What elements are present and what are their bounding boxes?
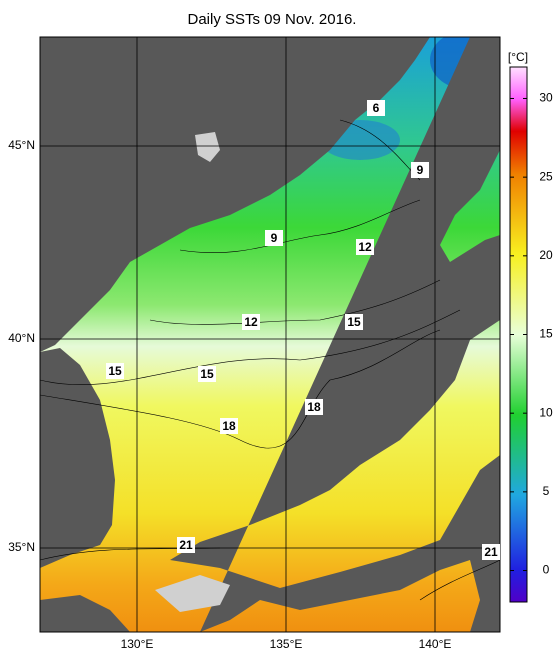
contour-label-box xyxy=(367,100,385,116)
contour-label: 15 xyxy=(200,367,214,381)
contour-label-box xyxy=(242,314,260,330)
contour-label-box xyxy=(305,399,323,415)
no-data-island xyxy=(195,132,220,162)
colorbar-tick-label: 0 xyxy=(543,563,550,577)
lat-label: 45°N xyxy=(8,138,35,152)
lat-label: 35°N xyxy=(8,540,35,554)
contour-label-box xyxy=(177,537,195,553)
title: Daily SSTs 09 Nov. 2016. xyxy=(188,11,357,28)
colorbar-tick-label: 30 xyxy=(539,91,553,105)
contour-label: 12 xyxy=(244,315,258,329)
map xyxy=(40,37,500,632)
contour-labels: 6 9 9 12 12 15 15 15 18 18 21 21 xyxy=(106,100,500,560)
graticule xyxy=(40,37,500,632)
contour-label: 18 xyxy=(222,419,236,433)
lat-label: 40°N xyxy=(8,331,35,345)
contour-label-box xyxy=(198,366,216,382)
colorbar-unit: [°C] xyxy=(508,50,528,64)
contour-label: 21 xyxy=(484,545,498,559)
contour-label: 21 xyxy=(179,538,193,552)
map-frame xyxy=(39,36,501,633)
land xyxy=(40,37,430,352)
contours xyxy=(40,119,500,601)
land xyxy=(40,595,130,632)
contour-label-box xyxy=(220,418,238,434)
contour-label: 9 xyxy=(417,163,424,177)
no-data-island xyxy=(155,575,230,612)
colorbar-tick-label: 15 xyxy=(539,327,553,341)
contour-label-box xyxy=(265,230,283,246)
contour-label: 15 xyxy=(108,364,122,378)
contour-label-box xyxy=(411,162,429,178)
lon-label: 135°E xyxy=(270,637,303,651)
colorbar-ticks: 0 5 10 15 20 25 30 xyxy=(510,91,553,577)
contour-label: 15 xyxy=(347,315,361,329)
contour-label-box xyxy=(356,239,374,255)
lon-label: 130°E xyxy=(121,637,154,651)
contour-label-box xyxy=(106,363,124,379)
colorbar-tick-label: 5 xyxy=(543,484,550,498)
land xyxy=(170,37,500,632)
land xyxy=(40,348,115,568)
contour-label-box xyxy=(345,314,363,330)
colorbar-tick-label: 10 xyxy=(539,405,553,419)
contour-label: 6 xyxy=(373,101,380,115)
contour-label: 18 xyxy=(307,400,321,414)
contour-label: 9 xyxy=(271,231,278,245)
colorbar-tick-label: 25 xyxy=(539,169,553,183)
contour-label: 12 xyxy=(358,240,372,254)
lon-label: 140°E xyxy=(419,637,452,651)
contour-label-box xyxy=(482,544,500,560)
colorbar-tick-label: 20 xyxy=(539,248,553,262)
